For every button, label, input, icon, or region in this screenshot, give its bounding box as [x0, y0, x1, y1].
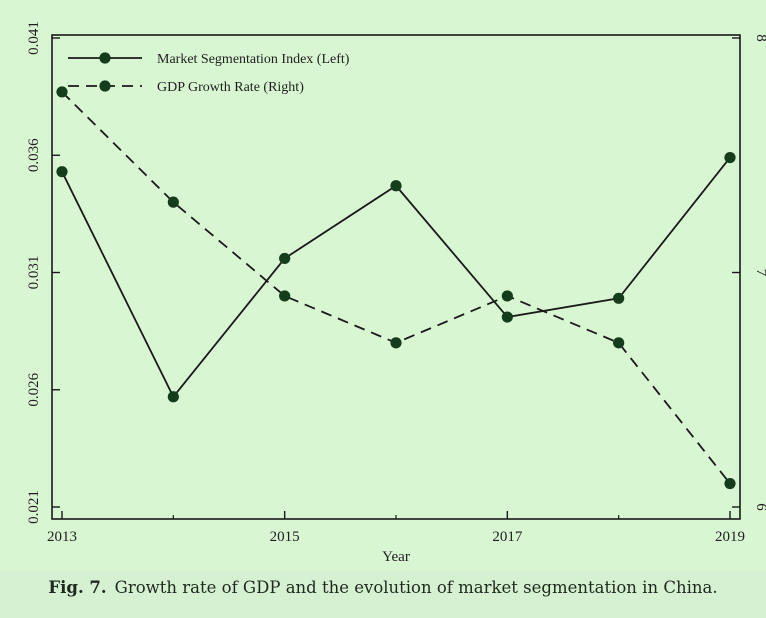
data-point-market-segmentation — [724, 151, 736, 164]
data-point-gdp-growth — [613, 337, 625, 349]
legend: Market Segmentation Index (Left) GDP Grow… — [68, 52, 350, 95]
x-tick-label: 2013 — [47, 529, 77, 545]
data-point-market-segmentation — [613, 292, 625, 304]
y-right-tick-label: 7 — [753, 269, 766, 277]
legend-label: GDP Growth Rate (Right) — [157, 80, 304, 95]
plot-frame — [51, 34, 741, 520]
y-left-tick-label: 0.021 — [26, 490, 42, 524]
x-tick-label: 2019 — [715, 529, 745, 545]
data-point-gdp-growth — [390, 337, 402, 349]
data-point-gdp-growth — [167, 196, 179, 208]
data-point-market-segmentation — [279, 252, 291, 265]
y-left-tick-label: 0.026 — [26, 372, 42, 406]
data-point-gdp-growth — [724, 477, 736, 490]
data-point-gdp-growth — [56, 86, 68, 98]
data-point-market-segmentation — [167, 391, 179, 403]
figure-caption: Fig. 7. Growth rate of GDP and the evolut… — [0, 578, 766, 597]
caption-label: Fig. 7. — [48, 578, 107, 597]
y-right-tick-label: 8 — [753, 34, 766, 42]
y-left-tick-label: 0.031 — [26, 256, 42, 290]
x-axis-title: Year — [382, 549, 410, 565]
tick-marks — [52, 37, 740, 519]
chart-figure: 2013 2015 2017 2019 Year 0.021 0.026 0.031 0.036… — [26, 21, 766, 565]
data-point-market-segmentation — [390, 180, 402, 192]
data-point-gdp-growth — [279, 290, 291, 302]
y-left-tick-label: 0.041 — [26, 21, 42, 55]
caption-text: Growth rate of GDP and the evolution of … — [114, 578, 718, 597]
legend-label: Market Segmentation Index (Left) — [157, 52, 350, 67]
data-point-market-segmentation — [56, 166, 68, 178]
y-right-tick-label: 6 — [753, 503, 766, 511]
legend-swatch-marker — [99, 52, 111, 64]
data-point-market-segmentation — [501, 311, 513, 323]
series-layer — [56, 86, 736, 490]
data-point-gdp-growth — [501, 290, 513, 302]
chart-svg: 2013 2015 2017 2019 Year 0.021 0.026 0.031 0.036… — [26, 21, 766, 565]
series-line-market-segmentation — [61, 157, 731, 399]
series-line-gdp-growth — [61, 91, 731, 485]
x-tick-label: 2015 — [270, 529, 300, 545]
x-tick-label: 2017 — [492, 529, 523, 545]
axes: 2013 2015 2017 2019 Year 0.021 0.026 0.031 0.036… — [26, 21, 766, 565]
legend-swatch-marker — [99, 80, 111, 92]
y-left-tick-label: 0.036 — [26, 138, 42, 172]
